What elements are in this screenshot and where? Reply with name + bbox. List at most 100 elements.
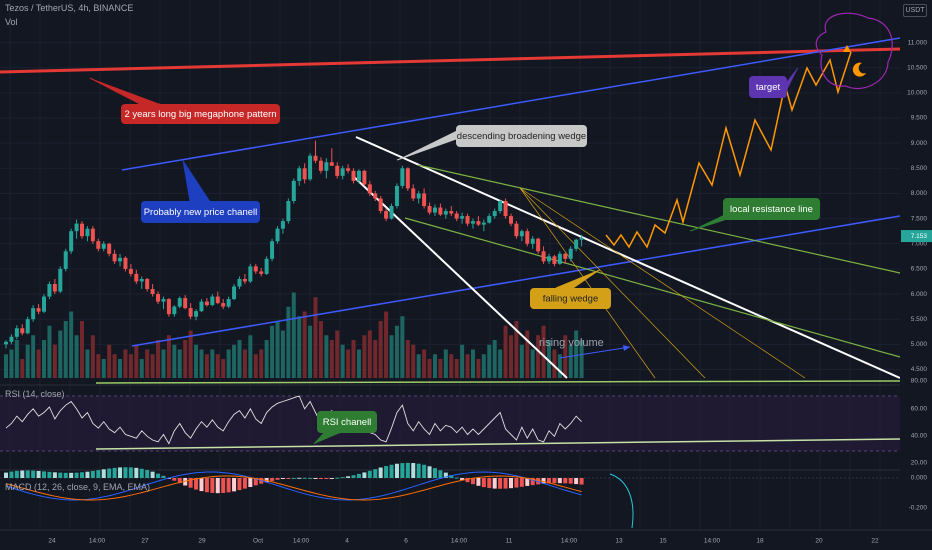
macd-histogram-bar xyxy=(498,478,503,489)
currency-badge[interactable]: USDT xyxy=(903,4,927,17)
volume-bar xyxy=(498,349,503,378)
macd-histogram-bar xyxy=(432,468,437,478)
price-tick: 7.500 xyxy=(911,215,928,222)
candle-body xyxy=(210,296,215,306)
candle-body xyxy=(242,278,247,282)
macd-histogram-bar xyxy=(367,470,372,478)
moon-icon xyxy=(852,62,866,77)
indicator-panels xyxy=(0,384,900,479)
volume-bar xyxy=(36,349,41,378)
candle-body xyxy=(204,301,209,306)
wedge-callout-box xyxy=(456,125,587,147)
macd-histogram-bar xyxy=(557,478,562,484)
volume-bar xyxy=(156,340,161,378)
macd-histogram-bar xyxy=(356,473,361,478)
candle-body xyxy=(470,221,475,224)
falling-wedge-upper xyxy=(417,164,901,274)
megaphone-callout-text: 2 years long big megaphone pattern xyxy=(124,109,276,120)
macd-histogram-bar xyxy=(389,464,394,478)
volume-bar xyxy=(405,340,410,378)
macd-series xyxy=(4,462,634,529)
volume-bar xyxy=(96,354,101,378)
time-tick: 14:00 xyxy=(451,538,468,545)
macd-histogram-bar xyxy=(470,478,475,485)
volume-bar xyxy=(232,344,237,378)
volume-bar xyxy=(90,335,95,378)
candle-body xyxy=(36,308,41,312)
price-tick: 5.500 xyxy=(911,316,928,323)
volume-bar xyxy=(438,359,443,378)
candle-body xyxy=(112,253,117,262)
rsi-series xyxy=(5,395,582,445)
volume-bar xyxy=(139,359,144,378)
volume-bar xyxy=(356,349,361,378)
time-axis-bg xyxy=(0,530,932,550)
macd-histogram-bar xyxy=(563,478,568,484)
candle-body xyxy=(384,211,389,219)
price-axis[interactable]: 11.000 10.500 10.000 9.500 9.000 8.500 8.000 7.… xyxy=(900,0,932,550)
volume-bar xyxy=(563,335,568,378)
candle-body xyxy=(308,155,313,180)
macd-histogram-bar xyxy=(487,478,492,489)
candle-body xyxy=(335,165,340,176)
volume-bar xyxy=(150,354,155,378)
volume-bar xyxy=(302,311,307,378)
macd-histogram-bar xyxy=(172,478,177,481)
rsi-channel-upper xyxy=(95,380,901,384)
volume-bar xyxy=(63,321,68,378)
price-tick: 8.500 xyxy=(911,165,928,172)
time-tick: 4 xyxy=(345,538,349,545)
macd-histogram-bar xyxy=(460,478,465,480)
time-axis[interactable]: 24 14:00 27 29 Oct 14:00 4 6 14:00 11 14:00 13 15 14:… xyxy=(0,529,932,550)
macd-histogram-bar xyxy=(514,478,519,488)
macd-histogram-bar xyxy=(318,478,323,479)
macd-histogram-bar xyxy=(416,463,421,478)
volume-bar xyxy=(74,335,79,378)
volume-bar xyxy=(432,354,437,378)
volume-bar xyxy=(166,335,171,378)
macd-histogram-bar xyxy=(547,478,551,484)
falling-wedge-callout-text: falling wedge xyxy=(543,294,598,305)
indicator-axis: 80.00 60.00 40.00 20.00 0.000 -0.200 xyxy=(909,378,928,512)
candle-body xyxy=(568,248,573,259)
candle-body xyxy=(237,278,242,287)
price-tick: 10.000 xyxy=(907,90,927,97)
current-price-badge xyxy=(901,230,932,243)
candle-body xyxy=(31,308,36,320)
candle-body xyxy=(63,251,68,269)
macd-histogram-bar xyxy=(232,478,237,492)
volume-bar xyxy=(25,344,30,378)
trendlines[interactable] xyxy=(0,37,901,450)
macd-histogram-bar xyxy=(422,464,427,478)
arrow-head xyxy=(623,345,630,351)
macd-histogram-bar xyxy=(530,478,535,486)
volume-bar xyxy=(31,335,36,378)
falling-wedge-lower xyxy=(404,217,901,358)
volume-bar xyxy=(123,349,128,378)
macd-histogram-bar xyxy=(443,472,448,478)
macd-legend: MACD (12, 26, close, 9, EMA, EMA) xyxy=(5,482,151,492)
candle-body xyxy=(183,298,188,309)
macd-histogram-bar xyxy=(373,469,378,478)
candle-body xyxy=(340,168,345,176)
macd-histogram-bar xyxy=(242,478,247,489)
volume-bar xyxy=(519,344,524,378)
volume-bar xyxy=(297,316,302,378)
volume-bar xyxy=(503,325,508,378)
macd-histogram-bar xyxy=(85,471,90,478)
price-projection[interactable] xyxy=(605,12,893,249)
volume-bar xyxy=(253,354,258,378)
time-tick: 24 xyxy=(48,538,56,545)
time-tick: 18 xyxy=(756,538,764,545)
volume-bar xyxy=(248,335,253,378)
macd-histogram-bar xyxy=(128,467,133,478)
macd-histogram-bar xyxy=(69,472,74,478)
candle-body xyxy=(123,257,128,269)
time-tick: 14:00 xyxy=(561,538,578,545)
volume-bar xyxy=(411,344,416,378)
wedge-callout-text: descending broadening wedge xyxy=(457,131,586,142)
candle-body xyxy=(90,228,95,242)
volume-bar xyxy=(177,349,182,378)
price-tick: 4.500 xyxy=(911,366,928,373)
